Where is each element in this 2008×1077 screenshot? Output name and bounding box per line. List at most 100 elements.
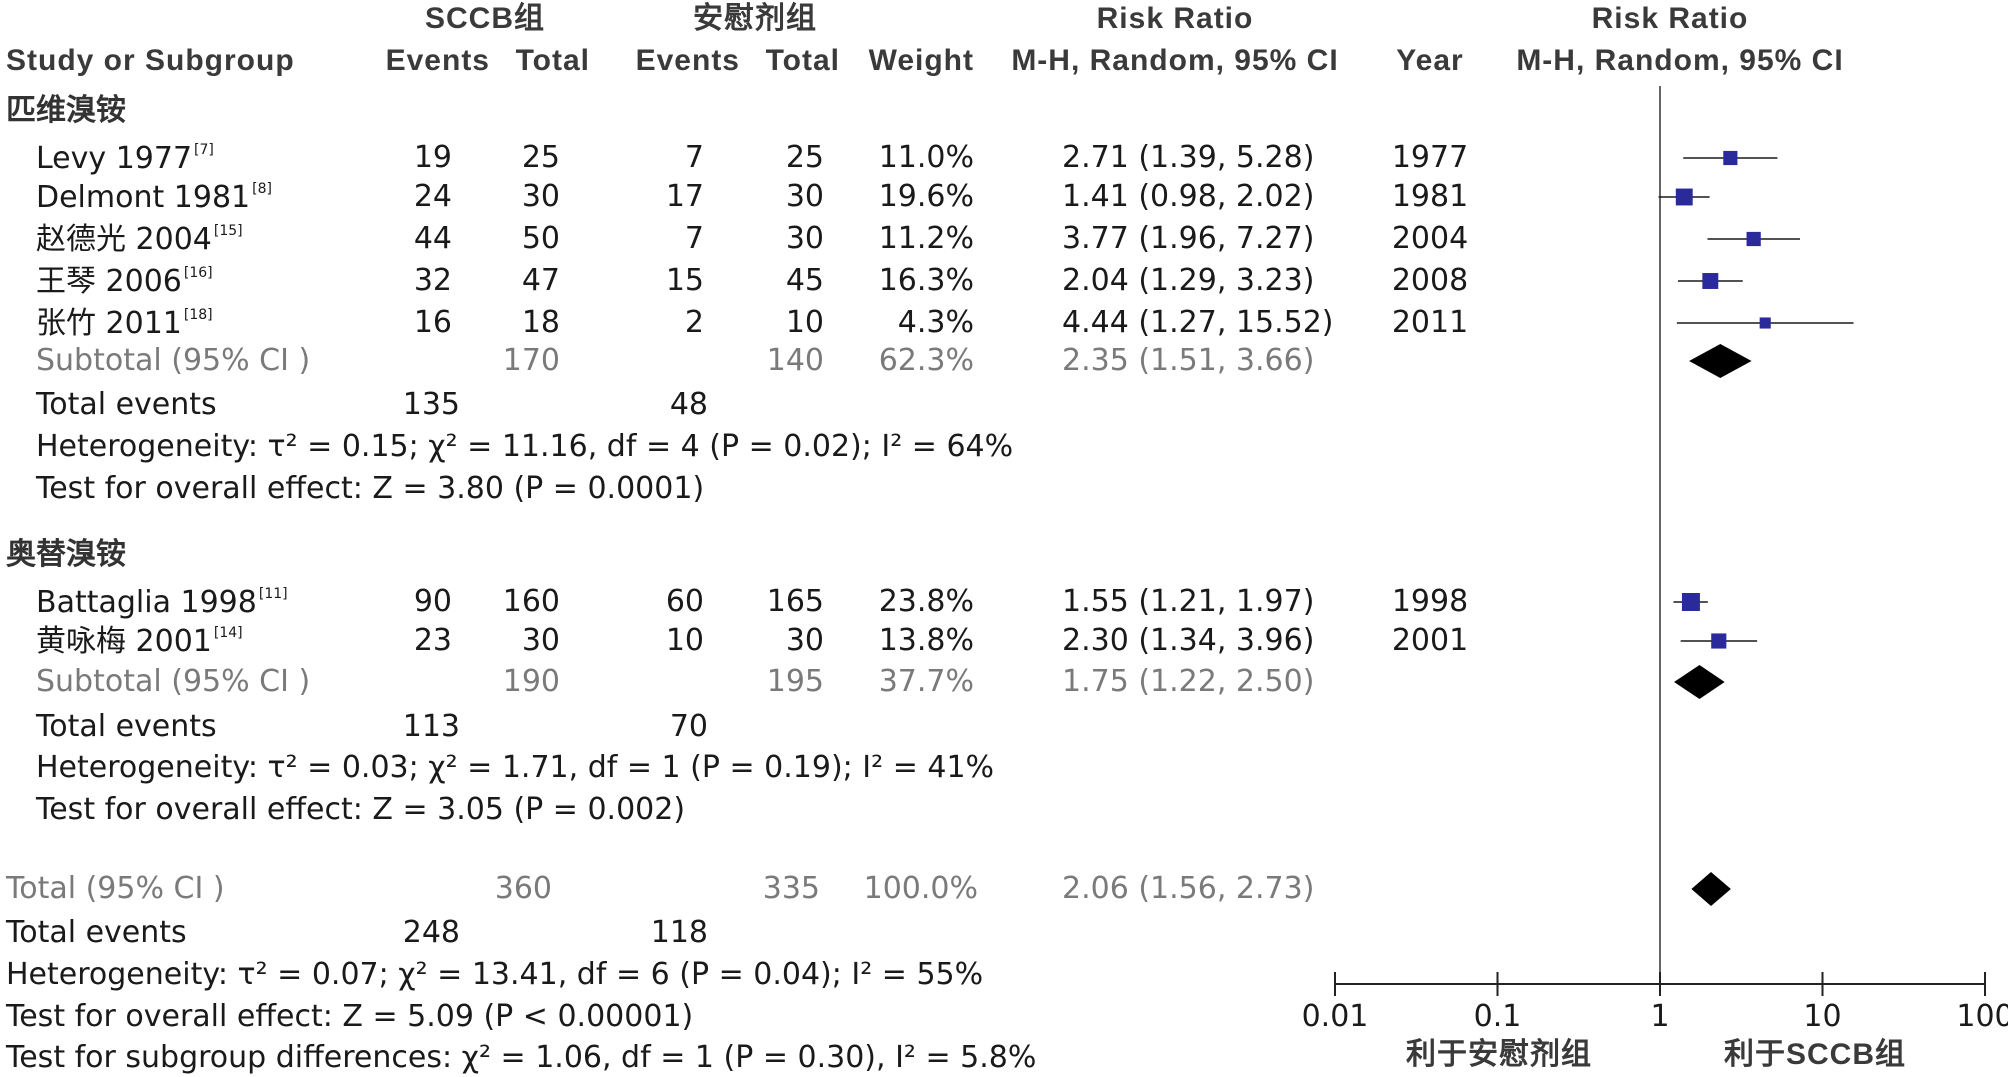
year-cell: 2004 [1391,221,1469,256]
total-events1: 113 [402,709,460,744]
study-marker [1759,317,1771,329]
ci-cell: 2.30 (1.34, 3.96) [1062,623,1315,658]
heterogeneity-text: Heterogeneity: τ² = 0.03; χ² = 1.71, df … [36,750,995,785]
events1-cell: 24 [413,179,452,214]
total-events-label: Total events [6,915,187,950]
subtotal-total1: 170 [502,343,560,378]
weight-cell: 13.8% [878,623,974,658]
events1-cell: 19 [413,140,452,175]
x-axis-tick-label: 0.1 [1474,999,1522,1034]
study-name: Levy 1977 [7] [36,141,214,176]
study-name: Battaglia 1998 [11] [36,585,288,620]
total1-cell: 47 [521,263,560,298]
events2-cell: 2 [684,305,704,340]
weight-cell: 4.3% [897,305,974,340]
events2-cell: 10 [665,623,704,658]
overall-effect-text: Test for overall effect: Z = 5.09 (P < 0… [6,999,694,1034]
total2-cell: 30 [785,623,824,658]
year-cell: 2008 [1391,263,1469,298]
total-total2: 335 [762,871,820,906]
ci-cell: 3.77 (1.96, 7.27) [1062,221,1315,256]
plot-title-header: Risk Ratio [1591,2,1749,35]
subtotal-weight: 37.7% [878,664,974,699]
subtotal-ci: 1.75 (1.22, 2.50) [1062,664,1315,699]
total-events2: 118 [650,915,708,950]
year-cell: 2001 [1391,623,1469,658]
total1-header: Total [515,44,590,77]
pooled-diamond [1674,665,1725,699]
overall-effect-text: Test for overall effect: Z = 3.80 (P = 0… [36,471,705,506]
study-marker [1702,273,1719,289]
total-events1: 248 [402,915,460,950]
study-name: 黄咏梅 2001 [14] [36,624,243,659]
study-name: 赵德光 2004 [15] [36,222,243,257]
subtotal-label: Subtotal (95% CI ) [36,343,311,378]
total1-cell: 160 [502,584,560,619]
total1-cell: 30 [521,623,560,658]
ci-cell: 1.41 (0.98, 2.02) [1062,179,1315,214]
subtotal-total2: 140 [766,343,824,378]
pooled-diamond [1691,872,1731,906]
events2-cell: 60 [665,584,704,619]
total-weight: 100.0% [863,871,978,906]
study-marker [1723,150,1738,166]
weight-cell: 19.6% [878,179,974,214]
rr-title-header: Risk Ratio [1096,2,1254,35]
total1-cell: 30 [521,179,560,214]
events2-cell: 7 [684,140,704,175]
study-name: 王琴 2006 [16] [36,264,213,299]
events1-cell: 44 [413,221,452,256]
events2-header: Events [635,44,740,77]
ci-cell: 4.44 (1.27, 15.52) [1062,305,1334,340]
subtotal-ci: 2.35 (1.51, 3.66) [1062,343,1315,378]
year-cell: 2011 [1391,305,1469,340]
x-axis-tick-label: 1 [1650,999,1669,1034]
study-header: Study or Subgroup [6,44,295,77]
weight-header: Weight [868,44,974,77]
total1-cell: 50 [521,221,560,256]
study-name: Delmont 1981 [8] [36,180,272,215]
overall-effect-text: Test for overall effect: Z = 3.05 (P = 0… [36,792,686,827]
heterogeneity-text: Heterogeneity: τ² = 0.15; χ² = 11.16, df… [36,429,1014,464]
plot-method-header: M-H, Random, 95% CI [1516,44,1844,77]
total1-cell: 18 [521,305,560,340]
subgroup-differences-text: Test for subgroup differences: χ² = 1.06… [6,1040,1037,1075]
events1-header: Events [385,44,490,77]
total-events2: 48 [669,387,708,422]
pooled-diamond [1689,344,1752,378]
total-label: Total (95% CI ) [6,871,225,906]
total1-cell: 25 [521,140,560,175]
favours-placebo-label: 利于安慰剂组 [1406,1038,1592,1071]
weight-cell: 11.2% [878,221,974,256]
x-axis-tick-label: 0.01 [1302,999,1369,1034]
total-events-label: Total events [36,387,217,422]
subtotal-weight: 62.3% [878,343,974,378]
subtotal-total2: 195 [766,664,824,699]
total2-cell: 165 [766,584,824,619]
total2-cell: 10 [785,305,824,340]
events2-cell: 7 [684,221,704,256]
group-title: 匹维溴铵 [6,93,126,128]
total-events1: 135 [402,387,460,422]
total2-cell: 30 [785,221,824,256]
weight-cell: 16.3% [878,263,974,298]
heterogeneity-text: Heterogeneity: τ² = 0.07; χ² = 13.41, df… [6,957,984,992]
group1-header: SCCB组 [424,2,545,35]
favours-sccb-label: 利于SCCB组 [1723,1038,1906,1071]
total-events2: 70 [669,709,708,744]
subtotal-label: Subtotal (95% CI ) [36,664,311,699]
total-events-label: Total events [36,709,217,744]
study-marker [1711,633,1727,649]
study-name: 张竹 2011 [18] [36,306,213,341]
group-title: 奥替溴铵 [6,537,126,572]
year-cell: 1981 [1391,179,1469,214]
weight-cell: 11.0% [878,140,974,175]
events2-cell: 15 [665,263,704,298]
x-axis-tick-label: 10 [1803,999,1841,1034]
group2-header: 安慰剂组 [693,2,817,35]
ci-cell: 1.55 (1.21, 1.97) [1062,584,1315,619]
total2-cell: 30 [785,179,824,214]
total2-cell: 25 [785,140,824,175]
year-cell: 1998 [1391,584,1469,619]
